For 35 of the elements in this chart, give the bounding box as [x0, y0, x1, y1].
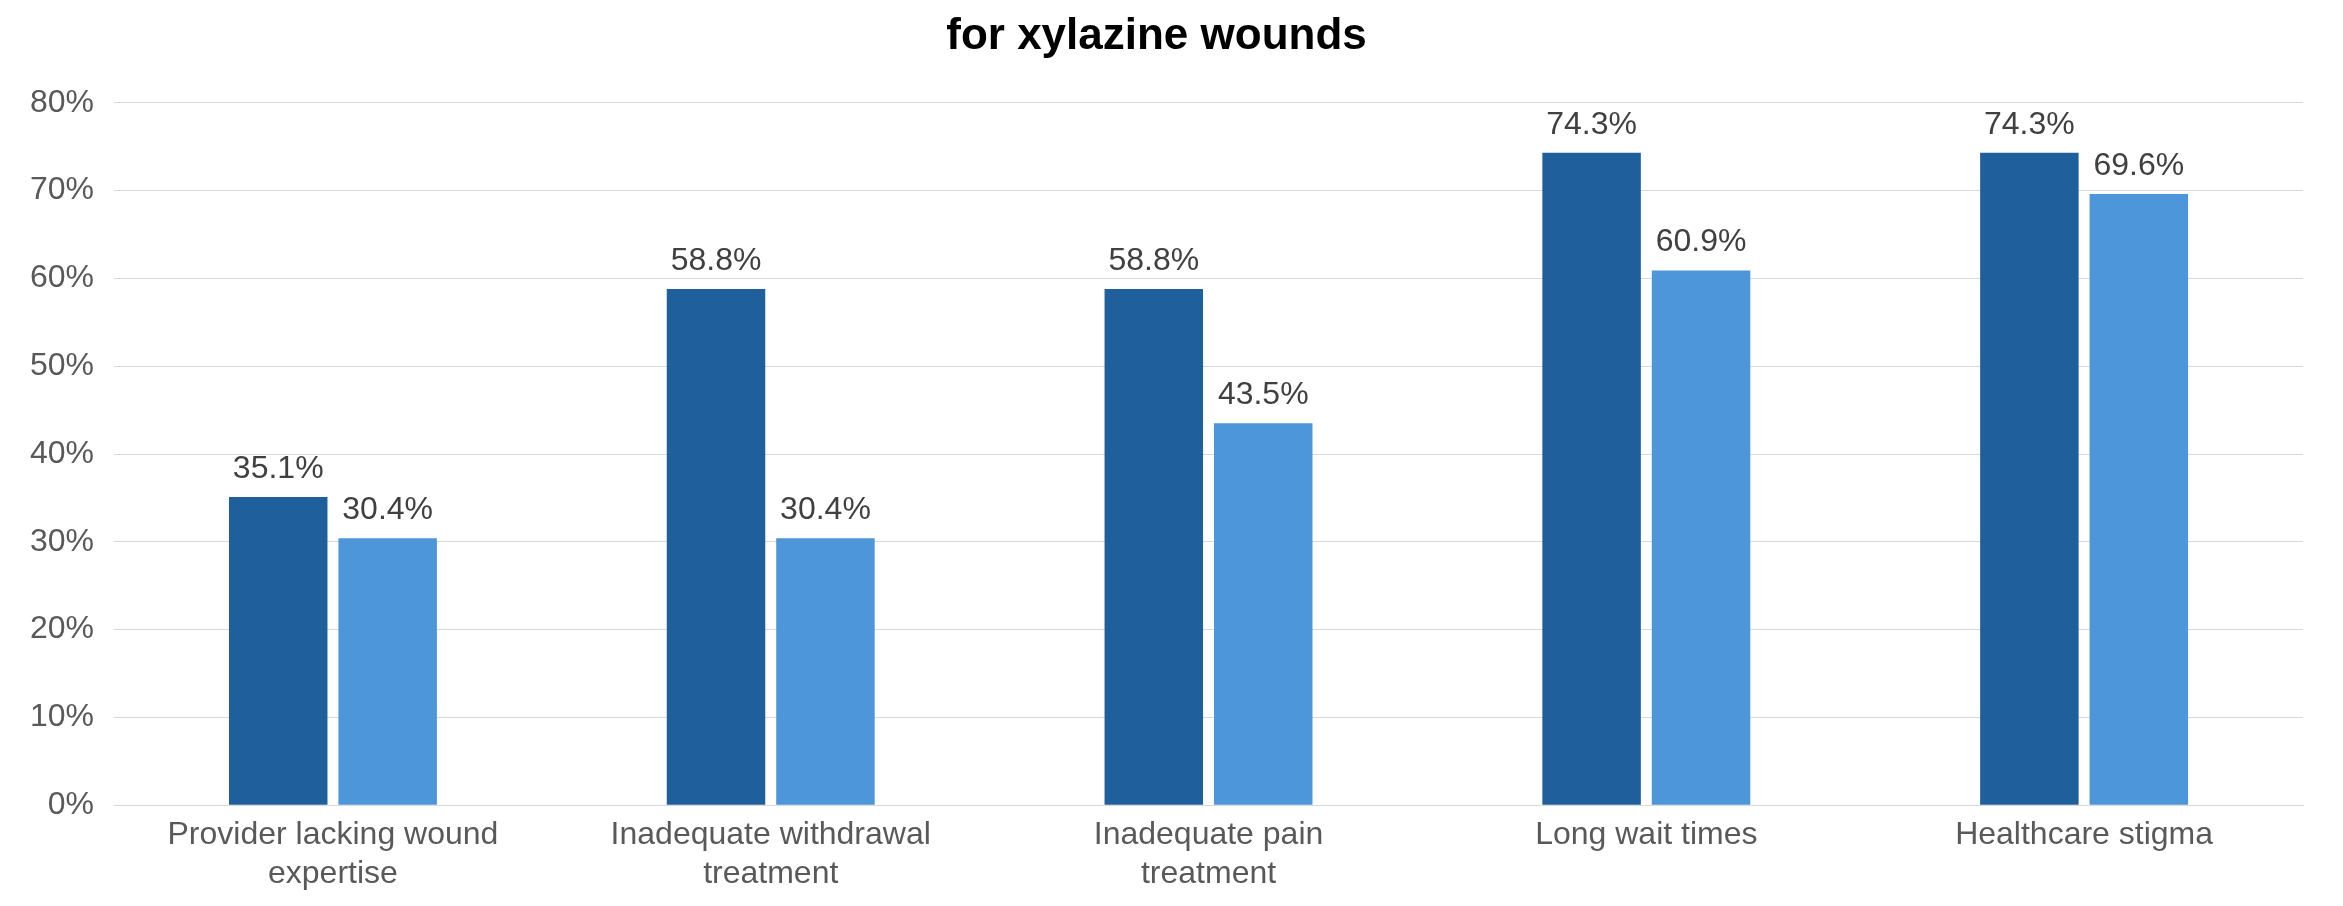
- bar: [2089, 194, 2189, 805]
- bar: [1542, 152, 1641, 805]
- data-label: 60.9%: [1655, 222, 1747, 259]
- bar: [1980, 152, 2079, 805]
- x-tick-label: Inadequate withdrawal treatment: [610, 815, 931, 890]
- data-label: 30.4%: [780, 490, 871, 527]
- chart-title: for xylazine wounds: [946, 8, 1367, 58]
- bar: [1214, 423, 1313, 805]
- y-tick-label: 80%: [30, 82, 95, 119]
- data-label: 30.4%: [342, 490, 434, 527]
- y-tick-label: 70%: [30, 170, 95, 207]
- bar: [666, 288, 766, 805]
- bar: [228, 497, 328, 805]
- data-label: 69.6%: [2093, 145, 2185, 182]
- y-tick-label: 10%: [30, 697, 95, 734]
- x-tick-label: Healthcare stigma: [1955, 815, 2214, 852]
- x-tick-label: Provider lacking wound expertise: [167, 815, 499, 890]
- data-label: 58.8%: [1108, 240, 1200, 277]
- x-tick-label: Inadequate pain treatment: [1093, 815, 1324, 890]
- y-tick-label: 50%: [30, 346, 95, 383]
- y-tick-label: 60%: [30, 258, 95, 295]
- bar: [1104, 288, 1204, 805]
- data-label: 35.1%: [232, 448, 324, 485]
- y-tick-label: 0%: [47, 785, 95, 822]
- data-label: 74.3%: [1546, 104, 1637, 141]
- bar: [1651, 270, 1751, 805]
- data-label: 74.3%: [1984, 104, 2075, 141]
- data-label: 58.8%: [670, 240, 762, 277]
- bar: [776, 538, 875, 805]
- y-tick-label: 30%: [30, 521, 95, 558]
- y-tick-label: 40%: [30, 433, 95, 470]
- bar: [338, 538, 437, 805]
- data-label: 43.5%: [1217, 375, 1309, 412]
- y-tick-label: 20%: [30, 609, 95, 646]
- x-tick-label: Long wait times: [1535, 815, 1758, 852]
